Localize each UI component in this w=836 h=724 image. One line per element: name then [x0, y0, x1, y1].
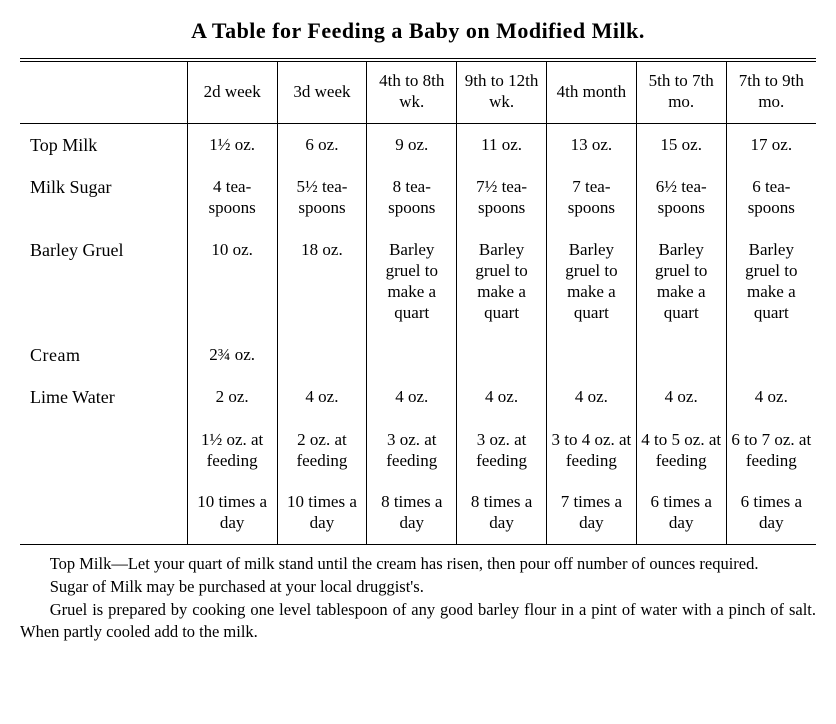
col-header: 4th month [546, 60, 636, 123]
cell: 10 times a day [277, 481, 367, 544]
row-label: Cream [20, 334, 187, 377]
cell: 4 tea-spoons [187, 166, 277, 229]
col-header: 5th to 7th mo. [636, 60, 726, 123]
cell: 2 oz. [187, 376, 277, 419]
cell: 7 times a day [546, 481, 636, 544]
cell [636, 334, 726, 377]
row-label: Lime Water [20, 376, 187, 419]
table-row: Top Milk 1½ oz. 6 oz. 9 oz. 11 oz. 13 oz… [20, 123, 816, 166]
table-row: 10 times a day 10 times a day 8 times a … [20, 481, 816, 544]
cell: 10 times a day [187, 481, 277, 544]
note-line: Sugar of Milk may be purchased at your l… [20, 576, 816, 597]
col-header: 4th to 8th wk. [367, 60, 457, 123]
cell [277, 334, 367, 377]
cell: Barley gruel to make a quart [636, 229, 726, 334]
cell: 10 oz. [187, 229, 277, 334]
table-row: Cream 2¾ oz. [20, 334, 816, 377]
cell: 6 to 7 oz. at feeding [726, 419, 816, 482]
col-header [20, 60, 187, 123]
table-header-row: 2d week 3d week 4th to 8th wk. 9th to 12… [20, 60, 816, 123]
cell: 4 oz. [277, 376, 367, 419]
col-header: 7th to 9th mo. [726, 60, 816, 123]
table-row: Barley Gruel 10 oz. 18 oz. Barley gruel … [20, 229, 816, 334]
cell: 3 oz. at feeding [457, 419, 547, 482]
cell: 17 oz. [726, 123, 816, 166]
cell: 11 oz. [457, 123, 547, 166]
cell: 9 oz. [367, 123, 457, 166]
cell: 15 oz. [636, 123, 726, 166]
cell: 4 oz. [546, 376, 636, 419]
cell: 3 to 4 oz. at feeding [546, 419, 636, 482]
cell [726, 334, 816, 377]
note-line: Top Milk—Let your quart of milk stand un… [20, 553, 816, 574]
row-label: Barley Gruel [20, 229, 187, 334]
cell [546, 334, 636, 377]
cell: 7 tea-spoons [546, 166, 636, 229]
cell: 5½ tea-spoons [277, 166, 367, 229]
col-header: 3d week [277, 60, 367, 123]
cell: 7½ tea-spoons [457, 166, 547, 229]
cell: Barley gruel to make a quart [367, 229, 457, 334]
feeding-table: 2d week 3d week 4th to 8th wk. 9th to 12… [20, 58, 816, 545]
cell: Barley gruel to make a quart [726, 229, 816, 334]
cell: 13 oz. [546, 123, 636, 166]
row-label [20, 481, 187, 544]
cell: 6 times a day [636, 481, 726, 544]
row-label [20, 419, 187, 482]
cell: 4 oz. [636, 376, 726, 419]
cell: 4 oz. [726, 376, 816, 419]
cell [367, 334, 457, 377]
cell: Barley gruel to make a quart [457, 229, 547, 334]
cell: 6 times a day [726, 481, 816, 544]
cell: 3 oz. at feeding [367, 419, 457, 482]
table-row: Milk Sugar 4 tea-spoons 5½ tea-spoons 8 … [20, 166, 816, 229]
cell: 1½ oz. [187, 123, 277, 166]
table-row: 1½ oz. at feeding 2 oz. at feeding 3 oz.… [20, 419, 816, 482]
cell: 1½ oz. at feeding [187, 419, 277, 482]
cell: 2 oz. at feeding [277, 419, 367, 482]
table-row: Lime Water 2 oz. 4 oz. 4 oz. 4 oz. 4 oz.… [20, 376, 816, 419]
row-label: Top Milk [20, 123, 187, 166]
page-title: A Table for Feeding a Baby on Modified M… [20, 18, 816, 44]
cell: 18 oz. [277, 229, 367, 334]
note-line: Gruel is prepared by cooking one level t… [20, 599, 816, 642]
cell: 4 oz. [457, 376, 547, 419]
cell: 2¾ oz. [187, 334, 277, 377]
notes-block: Top Milk—Let your quart of milk stand un… [20, 553, 816, 643]
cell: 6 tea-spoons [726, 166, 816, 229]
col-header: 2d week [187, 60, 277, 123]
cell: 8 times a day [457, 481, 547, 544]
row-label: Milk Sugar [20, 166, 187, 229]
cell: 6 oz. [277, 123, 367, 166]
cell: Barley gruel to make a quart [546, 229, 636, 334]
cell: 6½ tea-spoons [636, 166, 726, 229]
cell [457, 334, 547, 377]
cell: 4 to 5 oz. at feeding [636, 419, 726, 482]
cell: 8 times a day [367, 481, 457, 544]
col-header: 9th to 12th wk. [457, 60, 547, 123]
cell: 4 oz. [367, 376, 457, 419]
cell: 8 tea-spoons [367, 166, 457, 229]
